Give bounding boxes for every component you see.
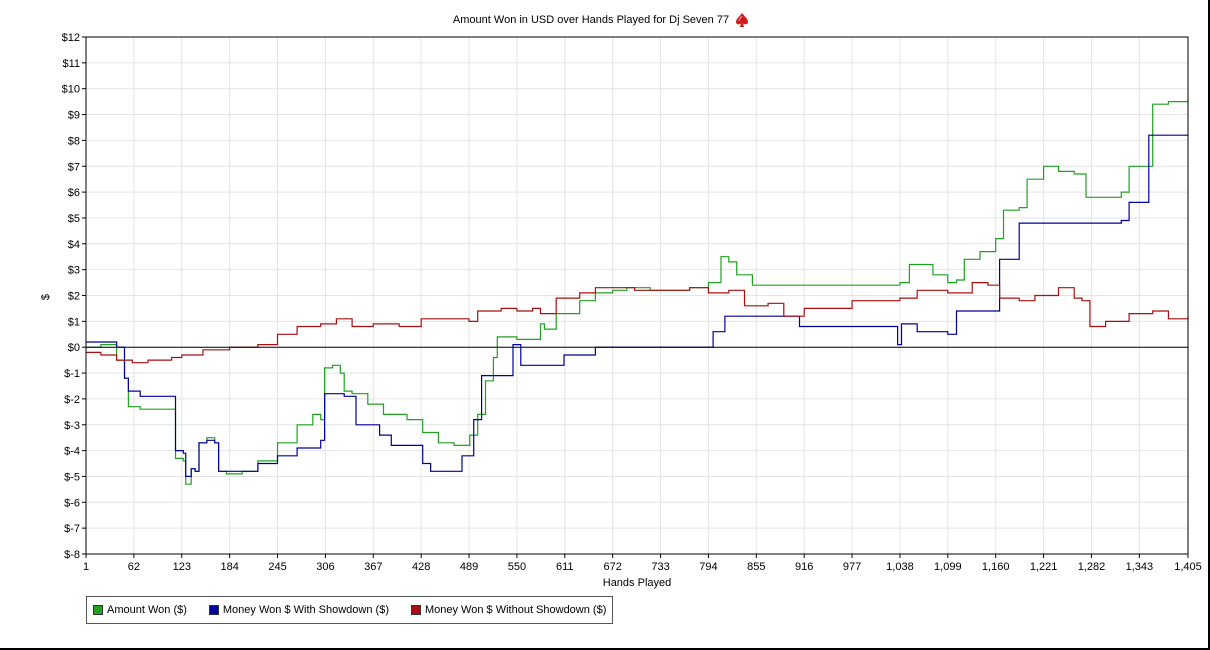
x-tick-label: 1,405: [1174, 561, 1202, 573]
x-axis-label: Hands Played: [603, 577, 672, 589]
y-tick-label: $6: [68, 187, 80, 199]
x-tick-label: 855: [747, 561, 765, 573]
y-tick-label: $12: [62, 32, 80, 44]
x-tick-label: 123: [173, 561, 191, 573]
y-tick-label: $11: [62, 58, 80, 70]
x-tick-label: 977: [843, 561, 861, 573]
y-tick-label: $4: [68, 239, 80, 251]
y-tick-label: $-5: [64, 471, 80, 483]
x-tick-label: 733: [651, 561, 669, 573]
y-tick-label: $-6: [64, 497, 80, 509]
x-tick-label: 1,038: [886, 561, 914, 573]
series-line-1: [86, 99, 1189, 485]
y-tick-label: $-3: [64, 420, 80, 432]
x-tick-label: 1,343: [1126, 561, 1154, 573]
series-line-3: [86, 282, 1189, 364]
legend-item: Money Won $ With Showdown ($): [208, 604, 389, 616]
x-tick-label: 184: [220, 561, 238, 573]
y-tick-label: $-1: [64, 368, 80, 380]
chart-title: Amount Won in USD over Hands Played for …: [452, 14, 730, 26]
y-tick-label: $0: [68, 342, 80, 354]
x-tick-label: 367: [364, 561, 382, 573]
x-tick-label: 245: [268, 561, 286, 573]
legend-label: Money Won $ Without Showdown ($): [424, 604, 607, 616]
y-tick-label: $5: [68, 213, 80, 225]
x-tick-label: 916: [795, 561, 813, 573]
legend-item: Money Won $ Without Showdown ($): [410, 604, 607, 616]
x-tick-label: 1,160: [982, 561, 1010, 573]
y-tick-label: $9: [68, 110, 80, 122]
y-tick-label: $-2: [64, 394, 80, 406]
x-tick-label: 1,282: [1078, 561, 1106, 573]
x-tick-label: 1: [83, 561, 89, 573]
x-tick-label: 1,099: [934, 561, 962, 573]
x-tick-label: 550: [508, 561, 526, 573]
y-tick-label: $-4: [64, 446, 80, 458]
series-line-2: [86, 134, 1188, 477]
y-tick-label: $-7: [64, 523, 80, 535]
y-tick-label: $10: [62, 84, 80, 96]
legend-label: Money Won $ With Showdown ($): [222, 604, 389, 616]
x-tick-label: 428: [412, 561, 430, 573]
spade-icon: [736, 13, 748, 27]
x-tick-label: 306: [316, 561, 334, 573]
y-tick-label: $2: [68, 291, 80, 303]
y-tick-label: $1: [68, 316, 80, 328]
x-tick-label: 794: [699, 561, 717, 573]
y-tick-label: $8: [68, 135, 80, 147]
y-tick-label: $3: [68, 265, 80, 277]
y-axis-label: $: [40, 294, 52, 300]
legend-swatch: [93, 605, 103, 615]
x-tick-label: 489: [460, 561, 478, 573]
x-tick-label: 62: [128, 561, 140, 573]
legend-item: Amount Won ($): [93, 604, 187, 616]
legend: Amount Won ($) Money Won $ With Showdown …: [86, 596, 614, 624]
y-tick-label: $-8: [64, 549, 80, 561]
legend-swatch: [410, 605, 421, 615]
x-tick-label: 611: [556, 561, 574, 573]
y-tick-label: $7: [68, 161, 80, 173]
legend-swatch: [208, 605, 219, 615]
legend-label: Amount Won ($): [107, 604, 187, 616]
x-tick-label: 672: [603, 561, 621, 573]
x-tick-label: 1,221: [1030, 561, 1058, 573]
